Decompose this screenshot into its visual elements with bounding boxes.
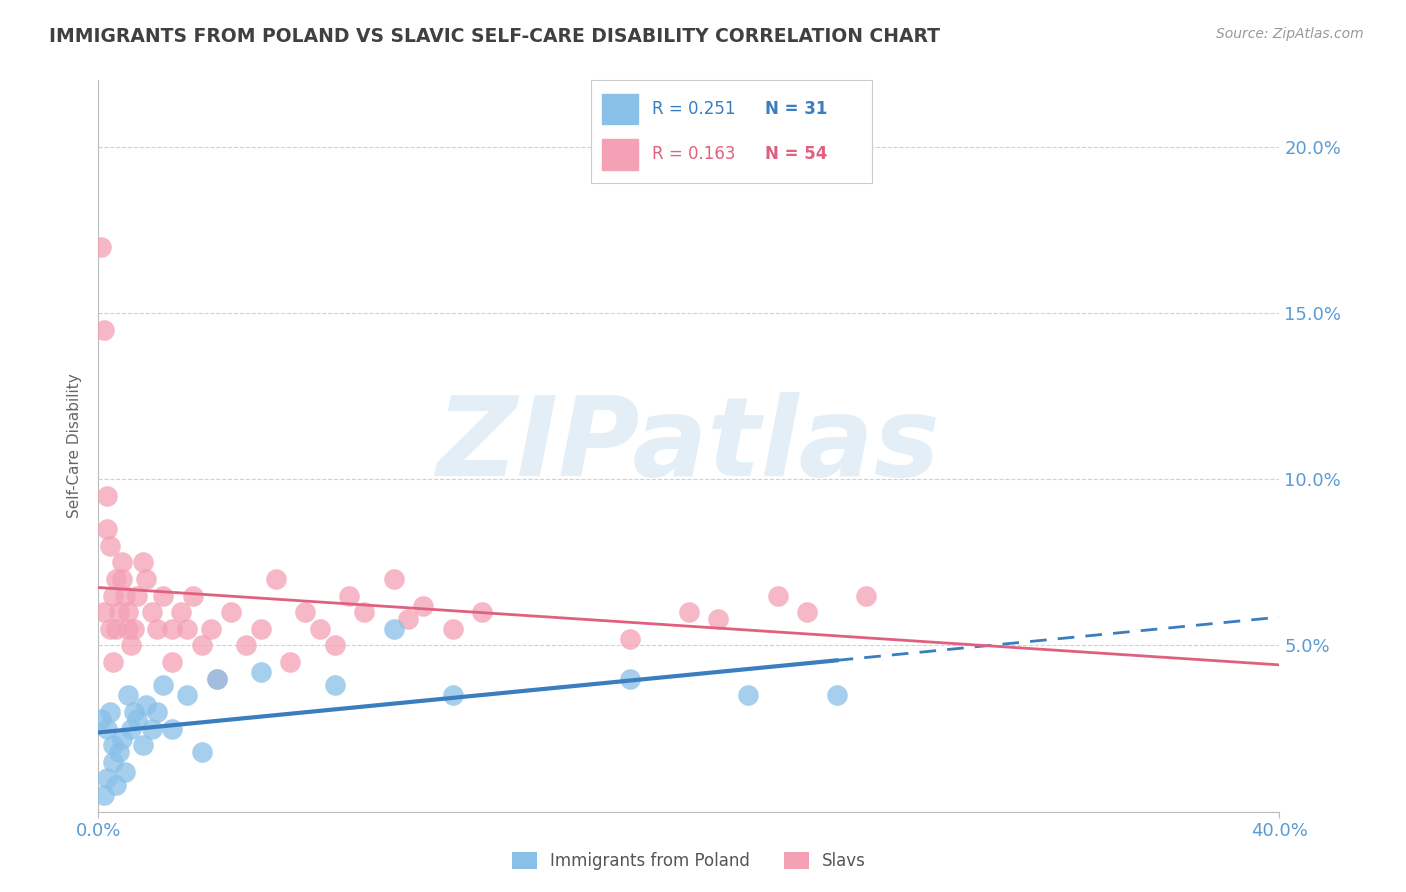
- Point: [766, 589, 789, 603]
- Point: [132, 555, 155, 569]
- Point: [235, 639, 257, 653]
- Legend: Immigrants from Poland, Slavs: Immigrants from Poland, Slavs: [505, 845, 873, 877]
- Point: [122, 705, 145, 719]
- Point: [96, 722, 118, 736]
- Point: [117, 689, 139, 703]
- Point: [855, 589, 877, 603]
- Point: [707, 612, 730, 626]
- Point: [93, 788, 115, 802]
- Point: [125, 589, 148, 603]
- Point: [135, 572, 157, 586]
- Point: [441, 689, 464, 703]
- Point: [796, 605, 818, 619]
- Point: [141, 605, 163, 619]
- Point: [114, 589, 136, 603]
- Point: [382, 622, 405, 636]
- Text: ZIPatlas: ZIPatlas: [437, 392, 941, 500]
- Point: [678, 605, 700, 619]
- Point: [111, 572, 134, 586]
- Point: [96, 489, 118, 503]
- Point: [191, 639, 214, 653]
- Text: N = 54: N = 54: [765, 145, 827, 163]
- Point: [111, 731, 134, 746]
- Point: [619, 632, 641, 646]
- Point: [125, 712, 148, 726]
- Point: [382, 572, 405, 586]
- Point: [162, 655, 183, 669]
- Point: [309, 622, 332, 636]
- Point: [103, 655, 125, 669]
- Point: [176, 622, 198, 636]
- Text: IMMIGRANTS FROM POLAND VS SLAVIC SELF-CARE DISABILITY CORRELATION CHART: IMMIGRANTS FROM POLAND VS SLAVIC SELF-CA…: [49, 27, 941, 45]
- Point: [98, 539, 121, 553]
- Point: [441, 622, 464, 636]
- Text: N = 31: N = 31: [765, 100, 827, 118]
- Point: [117, 622, 139, 636]
- Point: [141, 722, 163, 736]
- Point: [90, 239, 112, 253]
- Point: [825, 689, 848, 703]
- Point: [323, 678, 346, 692]
- Point: [323, 639, 346, 653]
- Point: [103, 738, 125, 752]
- Text: R = 0.251: R = 0.251: [652, 100, 735, 118]
- Point: [353, 605, 375, 619]
- Bar: [602, 139, 638, 169]
- Point: [471, 605, 494, 619]
- Point: [294, 605, 316, 619]
- Point: [108, 605, 131, 619]
- Y-axis label: Self-Care Disability: Self-Care Disability: [67, 374, 83, 518]
- Point: [264, 572, 287, 586]
- Point: [105, 572, 128, 586]
- Point: [221, 605, 243, 619]
- Point: [280, 655, 302, 669]
- Point: [205, 672, 228, 686]
- Point: [122, 622, 145, 636]
- Bar: [602, 94, 638, 124]
- Point: [105, 622, 128, 636]
- Text: R = 0.163: R = 0.163: [652, 145, 735, 163]
- Point: [619, 672, 641, 686]
- Point: [200, 622, 222, 636]
- Point: [132, 738, 155, 752]
- Point: [152, 678, 174, 692]
- Point: [103, 589, 125, 603]
- Point: [90, 712, 112, 726]
- Point: [120, 722, 142, 736]
- Point: [117, 605, 139, 619]
- Point: [135, 698, 157, 713]
- Point: [250, 622, 273, 636]
- Point: [93, 605, 115, 619]
- Point: [93, 323, 115, 337]
- Point: [191, 745, 214, 759]
- Point: [162, 622, 183, 636]
- Point: [737, 689, 759, 703]
- Point: [181, 589, 204, 603]
- Point: [98, 705, 121, 719]
- Point: [146, 622, 169, 636]
- Point: [339, 589, 361, 603]
- Point: [98, 622, 121, 636]
- Point: [152, 589, 174, 603]
- Point: [412, 599, 434, 613]
- Point: [105, 778, 128, 792]
- Point: [114, 764, 136, 779]
- Point: [250, 665, 273, 679]
- Point: [162, 722, 183, 736]
- Point: [120, 639, 142, 653]
- Point: [111, 555, 134, 569]
- Point: [170, 605, 193, 619]
- Point: [176, 689, 198, 703]
- Point: [96, 772, 118, 786]
- Text: Source: ZipAtlas.com: Source: ZipAtlas.com: [1216, 27, 1364, 41]
- Point: [398, 612, 420, 626]
- Point: [146, 705, 169, 719]
- Point: [103, 755, 125, 769]
- Point: [96, 522, 118, 536]
- Point: [205, 672, 228, 686]
- Point: [108, 745, 131, 759]
